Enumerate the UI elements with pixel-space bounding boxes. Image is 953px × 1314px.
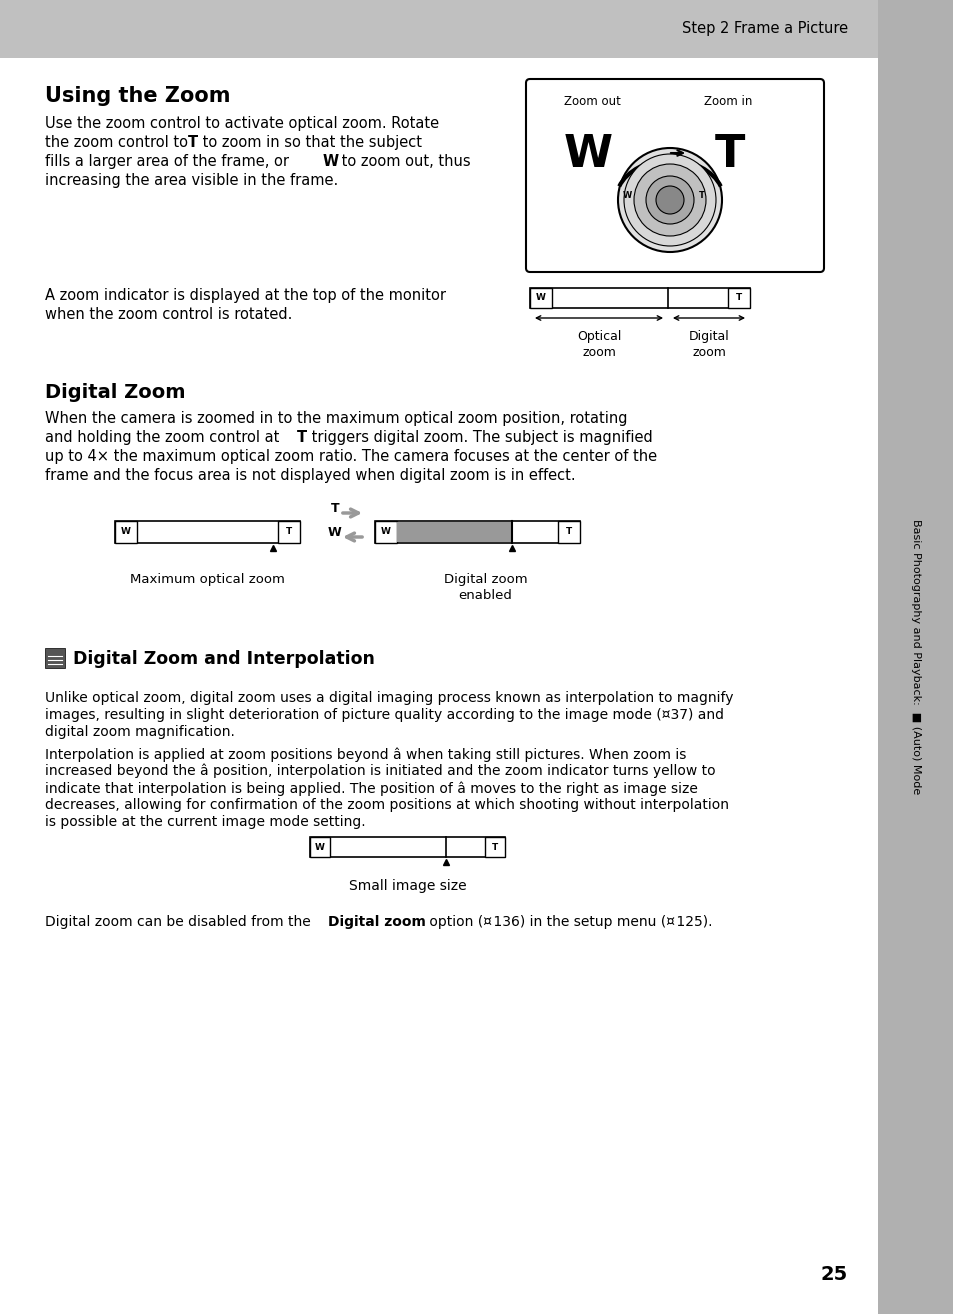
Bar (277, 520, 299, 543)
Bar (375, 520, 579, 543)
Text: T: T (331, 502, 339, 515)
Text: W: W (621, 192, 631, 201)
Text: when the zoom control is rotated.: when the zoom control is rotated. (45, 307, 292, 322)
Text: Step 2 Frame a Picture: Step 2 Frame a Picture (681, 21, 847, 37)
Text: A zoom indicator is displayed at the top of the monitor: A zoom indicator is displayed at the top… (45, 288, 446, 304)
Text: Digital Zoom and Interpolation: Digital Zoom and Interpolation (73, 650, 375, 668)
Text: Maximum optical zoom: Maximum optical zoom (130, 573, 285, 586)
Text: option (¤ 136) in the setup menu (¤ 125).: option (¤ 136) in the setup menu (¤ 125)… (424, 915, 712, 929)
Text: Digital zoom: Digital zoom (328, 915, 425, 929)
Text: is possible at the current image mode setting.: is possible at the current image mode se… (45, 815, 365, 829)
Text: Zoom in: Zoom in (703, 95, 751, 108)
Text: T: T (735, 293, 741, 302)
Text: triggers digital zoom. The subject is magnified: triggers digital zoom. The subject is ma… (307, 430, 652, 445)
Text: 25: 25 (820, 1265, 847, 1284)
Text: to zoom out, thus: to zoom out, thus (336, 154, 470, 170)
FancyBboxPatch shape (525, 79, 823, 272)
Bar (877, 0, 953, 1314)
Circle shape (656, 187, 683, 214)
Text: T: T (565, 527, 572, 536)
Bar (310, 837, 504, 857)
Bar (115, 520, 299, 543)
Bar (530, 288, 552, 307)
Text: and holding the zoom control at: and holding the zoom control at (45, 430, 284, 445)
Bar (727, 288, 749, 307)
Text: T: T (286, 527, 292, 536)
Text: digital zoom magnification.: digital zoom magnification. (45, 725, 234, 738)
Text: Basic Photography and Playback:  ■ (Auto) Mode: Basic Photography and Playback: ■ (Auto)… (910, 519, 920, 795)
Text: images, resulting in slight deterioration of picture quality according to the im: images, resulting in slight deterioratio… (45, 708, 723, 721)
Text: T: T (296, 430, 307, 445)
Bar (484, 837, 504, 857)
Bar (396, 522, 512, 541)
Text: the zoom control to: the zoom control to (45, 135, 193, 150)
Text: increasing the area visible in the frame.: increasing the area visible in the frame… (45, 173, 338, 188)
Text: Digital zoom can be disabled from the: Digital zoom can be disabled from the (45, 915, 314, 929)
Text: W: W (314, 842, 325, 851)
Circle shape (618, 148, 721, 252)
Text: fills a larger area of the frame, or: fills a larger area of the frame, or (45, 154, 294, 170)
Bar (530, 288, 749, 307)
Text: T: T (188, 135, 198, 150)
Bar (310, 837, 330, 857)
Text: Zoom out: Zoom out (563, 95, 619, 108)
Text: W: W (328, 527, 341, 540)
Text: up to 4× the maximum optical zoom ratio. The camera focuses at the center of the: up to 4× the maximum optical zoom ratio.… (45, 449, 657, 464)
Text: indicate that interpolation is being applied. The position of â moves to the rig: indicate that interpolation is being app… (45, 781, 698, 795)
Text: T: T (714, 133, 744, 176)
Text: W: W (380, 527, 391, 536)
Text: W: W (121, 527, 131, 536)
Bar (45, 648, 65, 668)
Text: T: T (492, 842, 497, 851)
Text: Digital Zoom: Digital Zoom (45, 382, 185, 402)
Text: Interpolation is applied at zoom positions beyond â when taking still pictures. : Interpolation is applied at zoom positio… (45, 746, 685, 762)
Text: Optical
zoom: Optical zoom (577, 330, 620, 359)
Circle shape (623, 154, 716, 246)
Circle shape (645, 176, 693, 223)
Text: When the camera is zoomed in to the maximum optical zoom position, rotating: When the camera is zoomed in to the maxi… (45, 411, 627, 426)
Text: W: W (323, 154, 338, 170)
Text: decreases, allowing for confirmation of the zoom positions at which shooting wit: decreases, allowing for confirmation of … (45, 798, 728, 812)
Text: to zoom in so that the subject: to zoom in so that the subject (198, 135, 421, 150)
Text: Using the Zoom: Using the Zoom (45, 85, 231, 106)
Bar (115, 520, 137, 543)
Bar (558, 520, 579, 543)
Circle shape (634, 164, 705, 237)
Text: T: T (699, 192, 704, 201)
Bar (0, 0, 877, 58)
Text: frame and the focus area is not displayed when digital zoom is in effect.: frame and the focus area is not displaye… (45, 468, 575, 484)
Text: Use the zoom control to activate optical zoom. Rotate: Use the zoom control to activate optical… (45, 116, 438, 131)
Text: increased beyond the â position, interpolation is initiated and the zoom indicat: increased beyond the â position, interpo… (45, 763, 715, 778)
Text: Small image size: Small image size (349, 879, 466, 894)
Text: Unlike optical zoom, digital zoom uses a digital imaging process known as interp: Unlike optical zoom, digital zoom uses a… (45, 691, 733, 706)
Text: W: W (536, 293, 545, 302)
Bar (375, 520, 396, 543)
Text: Digital
zoom: Digital zoom (688, 330, 729, 359)
Text: W: W (563, 133, 612, 176)
Text: Digital zoom
enabled: Digital zoom enabled (443, 573, 527, 602)
